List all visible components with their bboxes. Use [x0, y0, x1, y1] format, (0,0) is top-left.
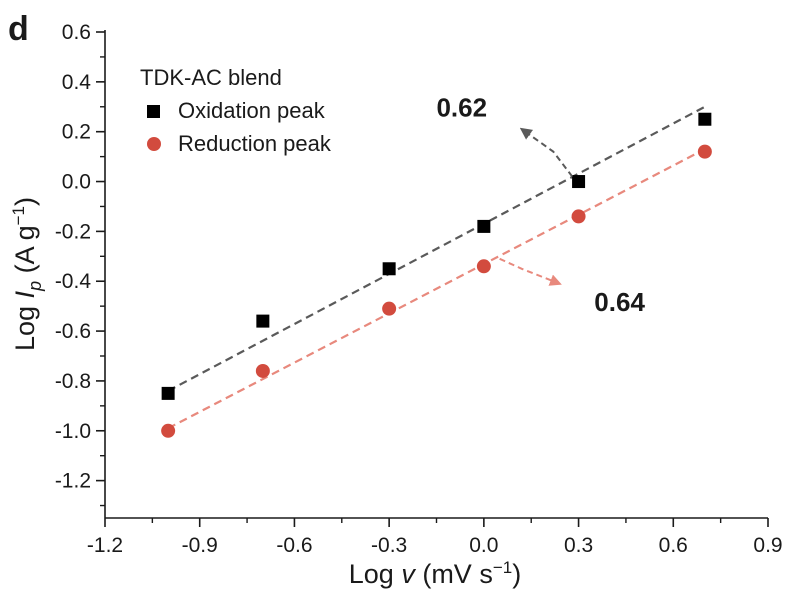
x-tick-label: -0.6 [276, 534, 312, 557]
legend: TDK-AC blend Oxidation peak Reduction peak [140, 65, 332, 156]
oxidation-point [698, 112, 712, 126]
slope-annotations: 0.62 0.64 [436, 93, 645, 317]
y-tick-label: 0.6 [62, 21, 91, 44]
oxidation-point [477, 219, 491, 233]
x-tick-label: -0.3 [371, 534, 407, 557]
reduction-point [161, 423, 176, 438]
reduction-point [476, 259, 491, 274]
y-axis-title-units: (A g [10, 225, 40, 281]
y-tick-label: -1.0 [55, 420, 91, 443]
x-axis-title-prefix: Log [349, 559, 402, 589]
x-axis-title: Log v (mV s−1) [349, 558, 521, 589]
x-tick-label: -1.2 [87, 534, 123, 557]
x-axis-title-sup: −1 [493, 558, 512, 577]
legend-title: TDK-AC blend [140, 65, 282, 90]
oxidation-point [382, 262, 396, 276]
y-tick-label: -0.8 [55, 370, 91, 393]
y-tick-label: -0.4 [55, 270, 92, 293]
x-axis-title-close: ) [512, 559, 521, 589]
reduction-point [382, 301, 397, 316]
reduction-point [255, 363, 270, 378]
fit-lines [167, 105, 706, 430]
oxidation-slope-label: 0.62 [436, 93, 487, 123]
oxidation-arrow [519, 127, 574, 178]
y-axis-title: Log Ip (A g−1) [9, 197, 45, 351]
oxidation-fit-line [167, 105, 706, 392]
x-tick-label: 0.6 [659, 534, 688, 557]
x-tick-label: -0.9 [182, 534, 218, 557]
x-tick-label: 0.0 [469, 534, 498, 557]
x-axis-title-units: (mV s [415, 559, 493, 589]
y-axis-title-close: ) [10, 197, 40, 206]
y-axis-title-prefix: Log [10, 298, 40, 351]
x-tick-label: 0.9 [753, 534, 782, 557]
oxidation-point [256, 314, 270, 328]
oxidation-point [572, 175, 586, 189]
oxidation-point [161, 386, 175, 400]
y-tick-label: 0.0 [62, 171, 91, 194]
y-axis-title-var: I [10, 290, 40, 298]
x-tick-label: 0.3 [564, 534, 593, 557]
data-points [161, 112, 712, 438]
y-axis-title-sup: −1 [9, 206, 28, 225]
legend-label-reduction: Reduction peak [178, 131, 332, 156]
y-axis-title-sub: p [25, 281, 45, 292]
y-tick-label: 0.4 [62, 71, 92, 94]
legend-label-oxidation: Oxidation peak [178, 98, 326, 123]
reduction-arrow [499, 257, 562, 286]
y-tick-label: -0.2 [55, 220, 91, 243]
legend-marker-square [147, 105, 160, 118]
legend-marker-circle [147, 137, 161, 151]
y-tick-label: -1.2 [55, 470, 91, 493]
reduction-fit-line [167, 148, 706, 430]
y-tick-label: 0.2 [62, 121, 91, 144]
plot-axes: -1.2 -0.9 -0.6 -0.3 0.0 0.3 0.6 0.9 -1.2 -1.0 -0.8… [55, 21, 783, 557]
x-axis-title-var: v [401, 559, 416, 589]
reduction-point [697, 144, 712, 159]
y-tick-label: -0.6 [55, 320, 91, 343]
panel-label: d [8, 10, 29, 48]
reduction-slope-label: 0.64 [594, 287, 645, 317]
reduction-point [571, 209, 586, 224]
